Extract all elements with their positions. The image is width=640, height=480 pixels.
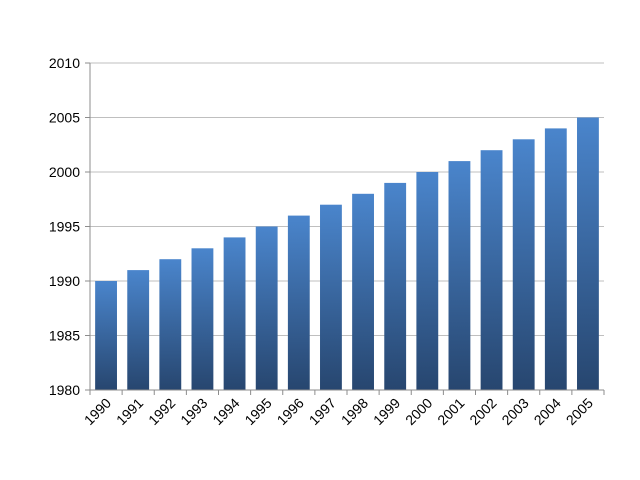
bars: [95, 117, 599, 390]
x-tick-label: 1996: [274, 395, 307, 428]
bar-2000: [416, 172, 439, 390]
x-tick-label: 2001: [434, 395, 467, 428]
bar-1993: [191, 248, 214, 390]
bar-1990: [95, 281, 117, 390]
x-tick-label: 1992: [145, 395, 178, 428]
x-tick-label: 2005: [563, 395, 596, 428]
y-tick-label: 2005: [49, 110, 80, 126]
y-tick-label: 1985: [49, 328, 80, 344]
x-tick-label: 1995: [241, 395, 274, 428]
bar-1995: [255, 226, 278, 390]
bar-2004: [544, 128, 567, 390]
bar-1994: [223, 237, 246, 390]
x-tick-label: 1990: [81, 395, 114, 428]
bar-1991: [127, 270, 150, 390]
bar-1999: [384, 182, 407, 390]
bar-1998: [352, 193, 374, 390]
x-tick-labels: 1990199119921993199419951996199719981999…: [81, 395, 596, 428]
x-tick-label: 2003: [498, 395, 531, 428]
y-tick-label: 2010: [49, 55, 80, 71]
x-tick-label: 1998: [338, 395, 371, 428]
bar-2001: [448, 161, 471, 390]
x-tick-label: 1997: [306, 395, 339, 428]
x-tick-label: 2002: [466, 395, 499, 428]
bar-1996: [287, 215, 310, 390]
y-tick-label: 1990: [49, 273, 80, 289]
x-tick-label: 1991: [113, 395, 146, 428]
y-tick-label: 1980: [49, 382, 80, 398]
bar-2005: [577, 117, 599, 390]
x-tick-label: 1999: [370, 395, 403, 428]
x-tick-label: 1994: [209, 395, 242, 428]
y-tick-labels: 1980 1985 1990 1995 2000 2005 2010: [49, 55, 80, 398]
y-tick-label: 2000: [49, 164, 80, 180]
bar-1997: [320, 204, 342, 390]
x-tick-label: 2000: [402, 395, 435, 428]
axes: [85, 62, 605, 395]
bar-2003: [512, 139, 535, 390]
bar-2002: [480, 150, 503, 390]
x-tick-label: 2004: [531, 395, 564, 428]
y-tick-label: 1995: [49, 219, 80, 235]
x-tick-label: 1993: [177, 395, 210, 428]
bar-1992: [159, 259, 182, 390]
